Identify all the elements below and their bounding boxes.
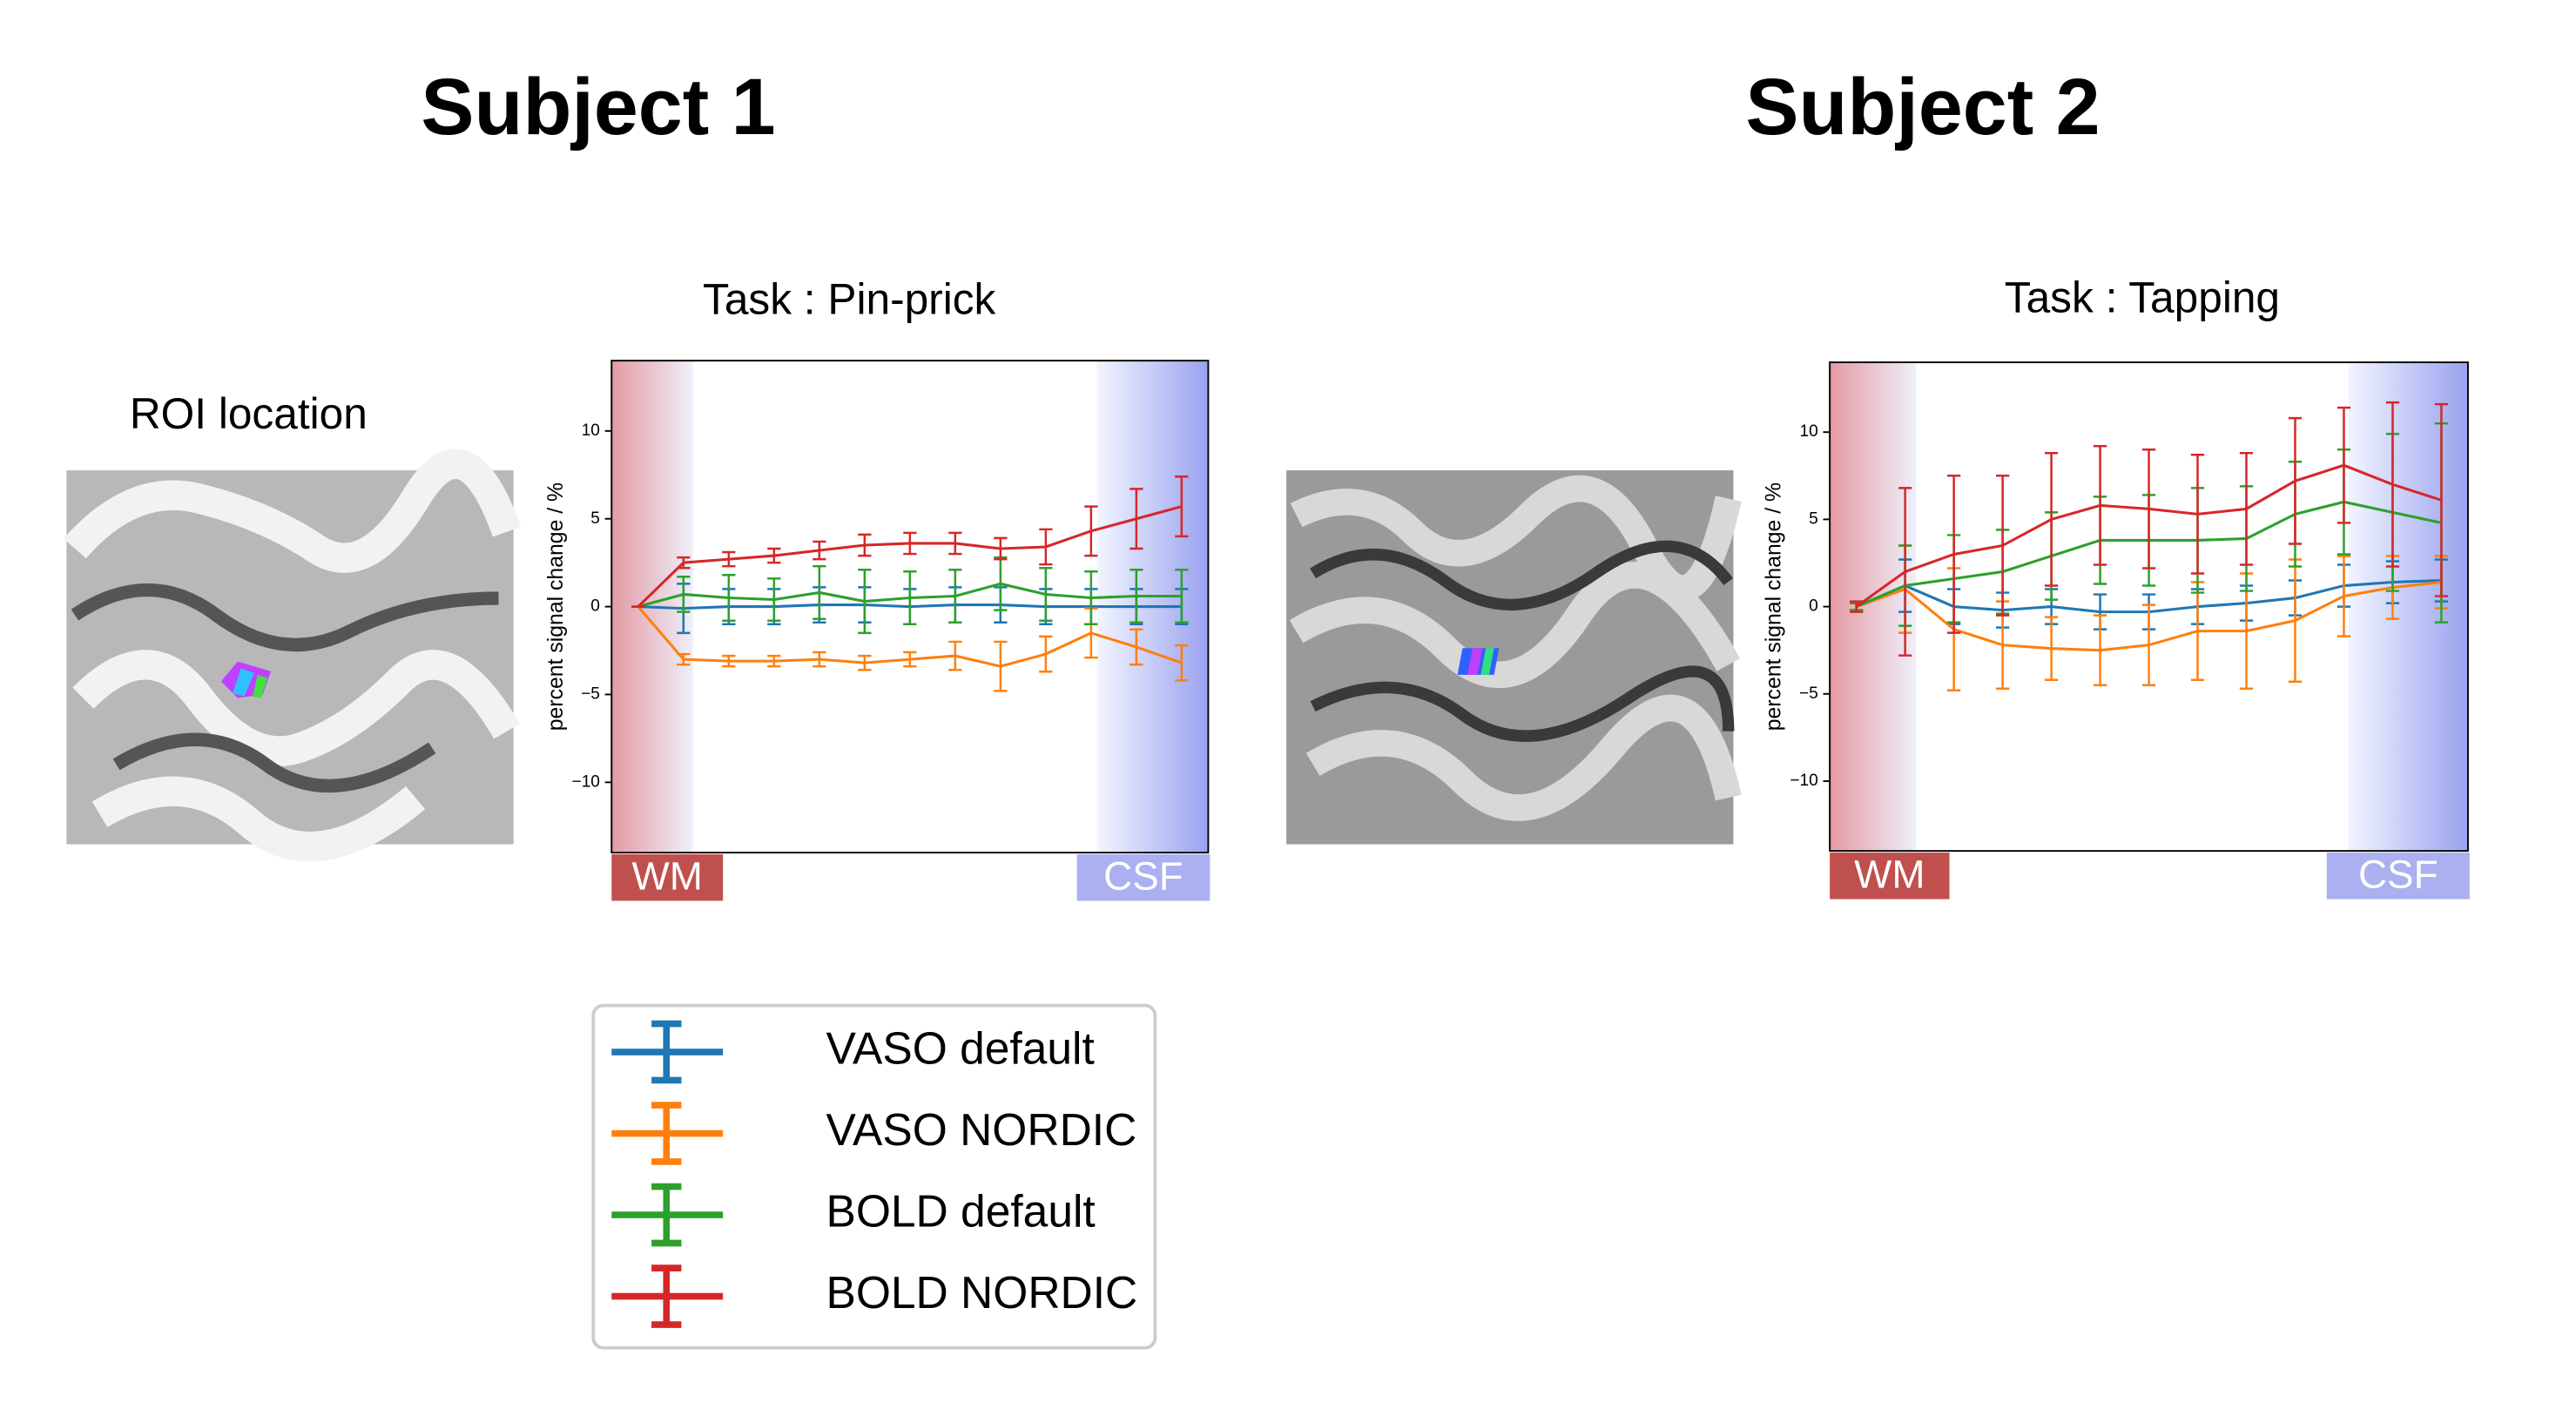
error-bar: [2239, 452, 2254, 566]
legend-icon: [611, 1102, 724, 1165]
error-bar: [1130, 628, 1143, 666]
error-bar: [903, 651, 917, 668]
legend-label: BOLD default: [826, 1186, 1095, 1237]
error-bar: [767, 547, 781, 564]
subject-title: Subject 2: [1745, 63, 2100, 152]
wm-box: [611, 853, 724, 901]
error-bar: [813, 651, 826, 668]
error-bar: [903, 570, 917, 626]
legend-label: BOLD NORDIC: [826, 1267, 1137, 1318]
error-bar: [858, 533, 872, 557]
error-bar: [2337, 406, 2351, 524]
error-bar: [2141, 448, 2156, 570]
error-bar: [2093, 444, 2107, 566]
error-bar: [2044, 616, 2059, 681]
wm-label: WM: [632, 854, 703, 899]
subject-title: Subject 1: [421, 63, 775, 152]
error-bar: [1175, 644, 1189, 682]
error-bar: [677, 652, 691, 666]
wm-label: WM: [1854, 853, 1925, 897]
csf-box: [1076, 853, 1210, 901]
error-bar: [722, 654, 736, 668]
y-axis-label: percent signal change / %: [1763, 482, 1786, 731]
error-bar: [858, 568, 872, 635]
wm-region: [1830, 362, 1917, 852]
legend-icon: [611, 1183, 724, 1247]
y-tick-label: 5: [590, 509, 600, 528]
error-bar: [994, 640, 1008, 692]
error-bar: [1084, 505, 1098, 557]
error-bar: [2288, 416, 2303, 545]
error-bar: [1039, 635, 1053, 673]
error-bar: [767, 654, 781, 668]
y-tick-label: −5: [581, 685, 600, 704]
csf-label: CSF: [1103, 854, 1183, 899]
brain-image: [63, 448, 522, 862]
error-bar: [1995, 475, 2010, 617]
error-bar: [1039, 528, 1053, 566]
error-bar: [1898, 487, 1912, 657]
error-bar: [813, 564, 826, 620]
error-bar: [813, 540, 826, 561]
csf-label: CSF: [2358, 853, 2438, 897]
error-bar: [1130, 488, 1143, 550]
legend-box: [591, 1003, 1157, 1350]
legend-icon: [611, 1264, 724, 1328]
chart-title: Task : Pin-prick: [703, 274, 996, 323]
y-tick-label: −5: [1799, 684, 1818, 703]
legend-icon: [611, 1020, 724, 1084]
error-bar: [2044, 452, 2059, 587]
y-tick-label: 10: [1800, 422, 1818, 441]
y-tick-label: 0: [590, 597, 600, 616]
y-axis-label: percent signal change / %: [544, 482, 568, 731]
error-bar: [767, 577, 781, 622]
error-bar: [1039, 566, 1053, 622]
brain-image: [1286, 470, 1742, 845]
error-bar: [2093, 614, 2107, 687]
error-bar: [1175, 475, 1189, 538]
error-bar: [1850, 600, 1864, 613]
error-bar: [677, 556, 691, 570]
error-bar: [948, 568, 962, 624]
wm-box: [1830, 853, 1950, 900]
error-bar: [2385, 401, 2400, 568]
error-bar: [722, 550, 736, 568]
error-bar: [1084, 570, 1098, 626]
csf-region: [2348, 362, 2468, 852]
y-tick-label: 10: [582, 421, 600, 440]
error-bar: [903, 531, 917, 556]
error-bar: [677, 576, 691, 613]
legend-label: VASO NORDIC: [826, 1104, 1136, 1155]
error-bar: [722, 574, 736, 622]
error-bar: [858, 654, 872, 671]
csf-box: [2326, 853, 2470, 900]
error-bar: [1946, 475, 1961, 634]
error-bar: [2434, 402, 2449, 597]
error-bar: [948, 531, 962, 556]
y-tick-label: −10: [572, 772, 600, 791]
chart-title: Task : Tapping: [2005, 273, 2280, 322]
error-bar: [1175, 568, 1189, 624]
error-bar: [994, 536, 1008, 561]
roi-label: ROI location: [130, 389, 368, 438]
y-tick-label: −10: [1790, 772, 1817, 790]
error-bar: [2141, 603, 2156, 687]
error-bar: [2337, 555, 2351, 637]
y-tick-label: 5: [1809, 509, 1818, 528]
error-bar: [1130, 568, 1143, 624]
legend-label: VASO default: [826, 1023, 1094, 1074]
error-bar: [2190, 454, 2205, 575]
y-tick-label: 0: [1809, 597, 1818, 616]
error-bar: [948, 640, 962, 671]
